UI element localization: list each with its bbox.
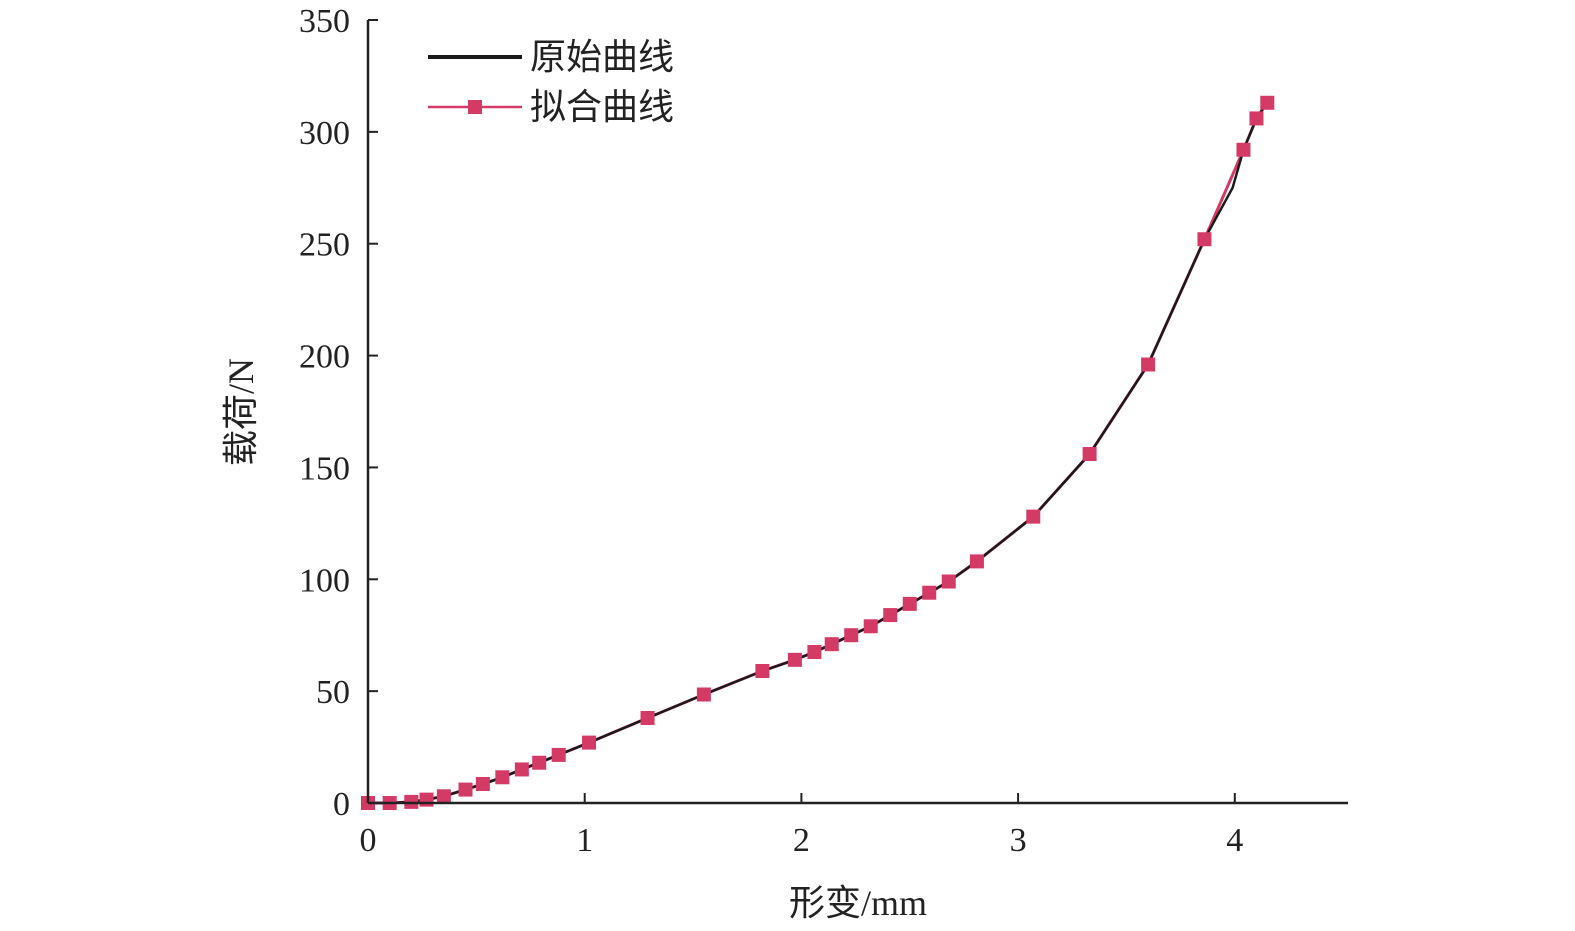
x-tick-label: 0	[360, 822, 377, 859]
data-point-fitted	[755, 664, 770, 679]
y-tick-label: 50	[316, 674, 350, 711]
data-point-fitted	[922, 585, 937, 600]
y-tick-label: 200	[299, 339, 350, 376]
data-point-fitted	[787, 652, 802, 667]
legend-marker-fitted	[468, 100, 482, 114]
y-tick-label: 350	[299, 3, 350, 40]
data-point-fitted	[495, 770, 510, 785]
data-point-fitted	[883, 608, 898, 623]
x-tick-label: 1	[576, 822, 593, 859]
data-point-fitted	[1082, 447, 1097, 462]
data-point-fitted	[514, 762, 529, 777]
y-tick-label: 0	[333, 786, 350, 823]
data-point-fitted	[969, 554, 984, 569]
data-point-fitted	[1260, 95, 1275, 110]
plot-area	[361, 95, 1275, 810]
legend-label-fitted: 拟合曲线	[530, 87, 674, 127]
series-line-original	[368, 101, 1269, 805]
data-point-fitted	[475, 776, 490, 791]
data-point-fitted	[1249, 111, 1264, 126]
data-point-fitted	[696, 687, 711, 702]
data-point-fitted	[941, 574, 956, 589]
data-point-fitted	[863, 619, 878, 634]
axes: 0 1 2 3 4 0 50 100 150 200 250 300 350	[299, 3, 1348, 859]
data-point-fitted	[844, 628, 859, 643]
x-tick-label: 3	[1010, 822, 1027, 859]
data-point-fitted	[551, 747, 566, 762]
data-point-fitted	[1141, 357, 1156, 372]
data-point-fitted	[1026, 509, 1041, 524]
data-point-fitted	[824, 637, 839, 652]
data-point-fitted	[902, 596, 917, 611]
data-point-fitted	[807, 644, 822, 659]
data-point-fitted	[640, 710, 655, 725]
data-point-fitted	[582, 735, 597, 750]
data-point-fitted	[1197, 232, 1212, 247]
y-tick-label: 100	[299, 562, 350, 599]
data-point-fitted	[532, 755, 547, 770]
data-point-fitted	[436, 789, 451, 804]
x-tick-label: 4	[1226, 822, 1243, 859]
x-tick-label: 2	[793, 822, 810, 859]
y-axis-title: 载荷/N	[221, 358, 261, 466]
series-line-fitted	[368, 101, 1269, 805]
y-tick-label: 300	[299, 115, 350, 152]
legend-label-original: 原始曲线	[530, 37, 674, 77]
y-tick-label: 150	[299, 450, 350, 487]
data-point-fitted	[419, 792, 434, 807]
data-point-fitted	[458, 782, 473, 797]
y-tick-label: 250	[299, 227, 350, 264]
data-point-fitted	[1236, 142, 1251, 157]
x-axis-title: 形变/mm	[789, 883, 927, 923]
